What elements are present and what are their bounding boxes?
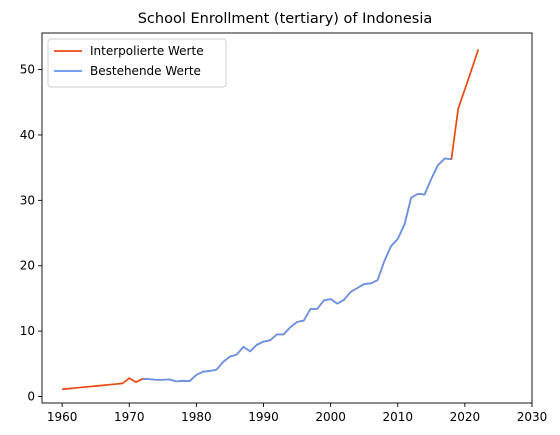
y-tick-label: 10	[20, 324, 35, 338]
y-tick-label: 50	[20, 63, 35, 77]
x-tick-label: 2000	[315, 410, 346, 424]
series-line-1	[62, 49, 480, 391]
y-tick-label: 20	[20, 259, 35, 273]
x-tick-label: 2030	[517, 410, 548, 424]
series-line-2	[142, 157, 452, 383]
axes-frame	[41, 32, 533, 404]
x-tick-label: 2020	[450, 410, 481, 424]
x-tick-label: 2010	[382, 410, 413, 424]
x-axis: 1960 1970 1980 1990 2000 2010 2020 2030	[47, 403, 547, 424]
x-tick-label: 1960	[47, 410, 78, 424]
plot-area	[62, 49, 480, 391]
legend-label-1: Interpolierte Werte	[90, 44, 204, 58]
y-axis: 0 10 20 30 40 50	[20, 63, 42, 403]
chart-title: School Enrollment (tertiary) of Indonesi…	[138, 11, 433, 27]
x-tick-label: 1980	[181, 410, 212, 424]
y-tick-label: 40	[20, 128, 35, 142]
x-tick-label: 1990	[248, 410, 279, 424]
y-tick-label: 30	[20, 193, 35, 207]
legend-label-2: Bestehende Werte	[90, 64, 201, 78]
legend-box	[47, 38, 227, 88]
legend: Interpolierte Werte Bestehende Werte	[47, 38, 227, 88]
y-tick-label: 0	[27, 389, 35, 403]
x-tick-label: 1970	[114, 410, 145, 424]
